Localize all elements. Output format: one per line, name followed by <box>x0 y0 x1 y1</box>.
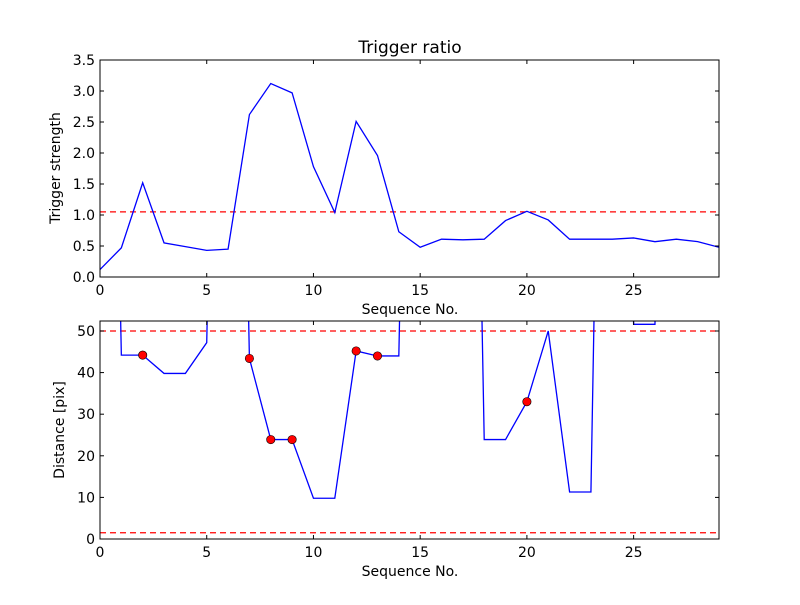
y-tick-label-0-1: 0.5 <box>73 239 95 255</box>
y-tick-label-1-2: 20 <box>77 449 95 465</box>
x-tick-label-0-3: 15 <box>411 283 429 299</box>
series-line-1-0 <box>120 321 656 499</box>
y-tick-label-0-0: 0.0 <box>73 270 95 286</box>
data-marker-1 <box>244 353 254 363</box>
x-tick-label-1-0: 0 <box>96 545 105 561</box>
x-tick-label-0-4: 20 <box>518 283 536 299</box>
x-tick-label-1-1: 5 <box>202 545 211 561</box>
x-tick-label-0-5: 25 <box>625 283 643 299</box>
y-tick-label-0-7: 3.5 <box>73 53 95 69</box>
x-axis-label-top: Sequence No. <box>362 302 459 318</box>
x-tick-label-0-2: 10 <box>305 283 323 299</box>
y-axis-label-bottom: Distance [pix] <box>52 381 68 479</box>
data-marker-4 <box>351 346 361 356</box>
x-tick-label-0-0: 0 <box>96 283 105 299</box>
x-tick-label-1-3: 15 <box>411 545 429 561</box>
y-tick-label-1-4: 40 <box>77 366 95 382</box>
plot-area-1 <box>100 321 719 534</box>
axes-frame-0 <box>99 59 720 278</box>
x-tick-label-1-2: 10 <box>305 545 323 561</box>
y-tick-label-0-5: 2.5 <box>73 115 95 131</box>
data-marker-6 <box>522 397 532 407</box>
plot-area-0 <box>100 82 719 271</box>
y-tick-label-0-3: 1.5 <box>73 177 95 193</box>
data-marker-2 <box>266 435 276 445</box>
data-marker-3 <box>287 435 297 445</box>
x-axis-label-bottom: Sequence No. <box>362 564 459 580</box>
y-tick-label-1-0: 0 <box>86 532 95 548</box>
y-tick-label-0-6: 3.0 <box>73 84 95 100</box>
x-tick-label-0-1: 5 <box>202 283 211 299</box>
y-tick-label-1-1: 10 <box>77 490 95 506</box>
x-tick-label-1-4: 20 <box>518 545 536 561</box>
y-tick-label-0-4: 2.0 <box>73 146 95 162</box>
y-tick-label-1-3: 30 <box>77 407 95 423</box>
series-line-0-0 <box>100 82 719 271</box>
chart-title: Trigger ratio <box>357 38 461 58</box>
y-axis-label-top: Trigger strength <box>48 112 64 225</box>
y-tick-label-0-2: 1.0 <box>73 208 95 224</box>
data-marker-0 <box>138 350 148 360</box>
y-tick-label-1-5: 50 <box>77 324 95 340</box>
x-tick-label-1-5: 25 <box>625 545 643 561</box>
axes-frame-1 <box>99 320 720 540</box>
data-marker-5 <box>372 351 382 361</box>
